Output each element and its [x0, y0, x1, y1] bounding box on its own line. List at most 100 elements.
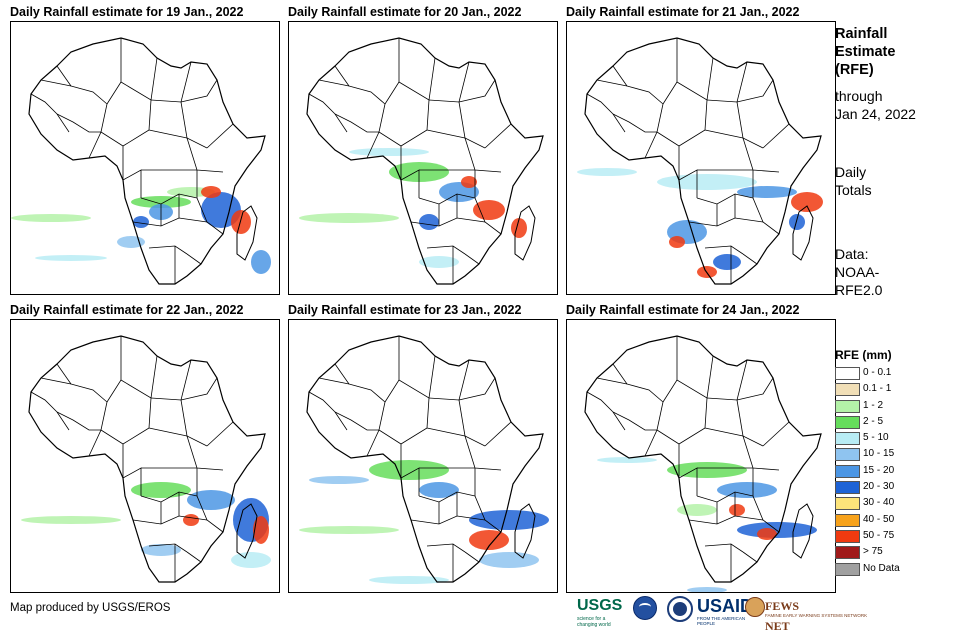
legend-item: 2 - 5: [835, 415, 892, 431]
legend-item: No Data: [835, 562, 900, 578]
product-heading: Rainfall Estimate (RFE): [835, 25, 895, 79]
country-border: [334, 65, 350, 87]
rainfall-area: [419, 214, 439, 230]
country-border: [378, 131, 402, 180]
legend-swatch: [835, 464, 860, 478]
legend-item: 1 - 2: [835, 399, 892, 415]
country-border: [30, 391, 70, 431]
country-border: [762, 123, 790, 149]
africa-map-graphic: [11, 37, 271, 285]
country-border: [140, 193, 198, 205]
legend-label: > 75: [863, 546, 883, 558]
legend-swatch: [835, 415, 860, 429]
through-date: through Jan 24, 2022: [835, 87, 916, 123]
rainfall-area: [35, 255, 107, 261]
country-border: [400, 169, 420, 198]
country-border: [308, 93, 348, 133]
through-value: Jan 24, 2022: [835, 106, 916, 122]
rainfall-area: [201, 186, 221, 198]
rainfall-area: [473, 200, 505, 220]
country-border: [186, 435, 224, 471]
noaa-logo-icon: [633, 596, 657, 620]
country-border: [206, 123, 234, 149]
country-border: [378, 429, 402, 478]
country-border: [120, 355, 158, 399]
legend-label: 20 - 30: [863, 481, 895, 493]
country-border: [704, 129, 744, 139]
country-border: [88, 103, 108, 159]
panel-title: Daily Rainfall estimate for 23 Jan., 202…: [288, 303, 522, 317]
rainfall-area: [729, 504, 745, 516]
country-border: [132, 217, 208, 227]
country-border: [186, 551, 202, 563]
fews-globe-icon: [745, 597, 765, 617]
country-border: [678, 99, 708, 147]
legend-swatch: [835, 546, 860, 560]
source-line: Data:: [835, 246, 869, 262]
rainfall-area: [253, 516, 269, 544]
country-border: [752, 468, 780, 533]
country-border: [742, 435, 780, 471]
country-border: [662, 38, 678, 105]
country-border: [196, 170, 224, 235]
country-border: [596, 79, 664, 105]
rainfall-area: [657, 174, 757, 190]
rainfall-area: [469, 510, 549, 530]
rainfall-area: [419, 256, 459, 268]
legend-item: 20 - 30: [835, 480, 895, 496]
legend-swatch: [835, 562, 860, 576]
country-border: [458, 377, 496, 401]
coastline: [584, 335, 822, 583]
country-border: [656, 131, 680, 180]
rainfall-area: [757, 528, 777, 540]
africa-map-graphic: [577, 37, 823, 285]
country-border: [318, 79, 386, 105]
usgs-tagline: science for a changing world: [577, 616, 611, 628]
rainfall-area: [791, 192, 823, 212]
rainfall-area: [133, 216, 149, 228]
country-border: [458, 399, 486, 447]
country-border: [464, 551, 480, 563]
rainfall-area: [231, 552, 271, 568]
country-border: [612, 113, 657, 133]
legend-swatch: [835, 513, 860, 527]
country-border: [334, 411, 379, 431]
country-border: [40, 377, 108, 403]
legend-label: 10 - 15: [863, 448, 895, 460]
country-border: [612, 411, 657, 431]
legend-item: 5 - 10: [835, 431, 892, 447]
country-border: [100, 429, 124, 478]
country-border: [418, 193, 476, 205]
data-source: Data: NOAA- RFE2.0: [835, 245, 882, 299]
source-line: NOAA-: [835, 264, 880, 280]
country-border: [30, 93, 70, 133]
country-border: [678, 397, 708, 445]
country-border: [742, 551, 758, 563]
country-border: [88, 401, 108, 457]
country-border: [196, 468, 224, 533]
fews-net-logo: FEWS NET FAMINE EARLY WARNING SYSTEMS NE…: [745, 596, 867, 633]
legend-swatch: [835, 432, 860, 446]
rainfall-area: [677, 504, 717, 516]
country-border: [140, 491, 198, 503]
coastline: [584, 37, 822, 285]
madagascar-outline: [236, 205, 258, 261]
country-border: [148, 129, 188, 139]
country-border: [676, 57, 714, 101]
heading-line: (RFE): [835, 62, 874, 78]
rainfall-area: [21, 516, 121, 524]
panel-title: Daily Rainfall estimate for 24 Jan., 202…: [566, 303, 800, 317]
rainfall-area: [349, 148, 429, 156]
heading-line: Rainfall: [835, 26, 888, 42]
country-border: [410, 515, 486, 525]
rainfall-area: [183, 514, 199, 526]
country-border: [742, 137, 780, 173]
map-panel-22: Daily Rainfall estimate for 22 Jan., 202…: [10, 301, 280, 593]
country-border: [106, 38, 122, 105]
rainfall-area: [461, 176, 477, 188]
country-border: [612, 363, 628, 385]
country-border: [180, 377, 218, 401]
country-border: [706, 359, 748, 401]
rainfall-area: [737, 186, 797, 198]
country-border: [428, 359, 470, 401]
